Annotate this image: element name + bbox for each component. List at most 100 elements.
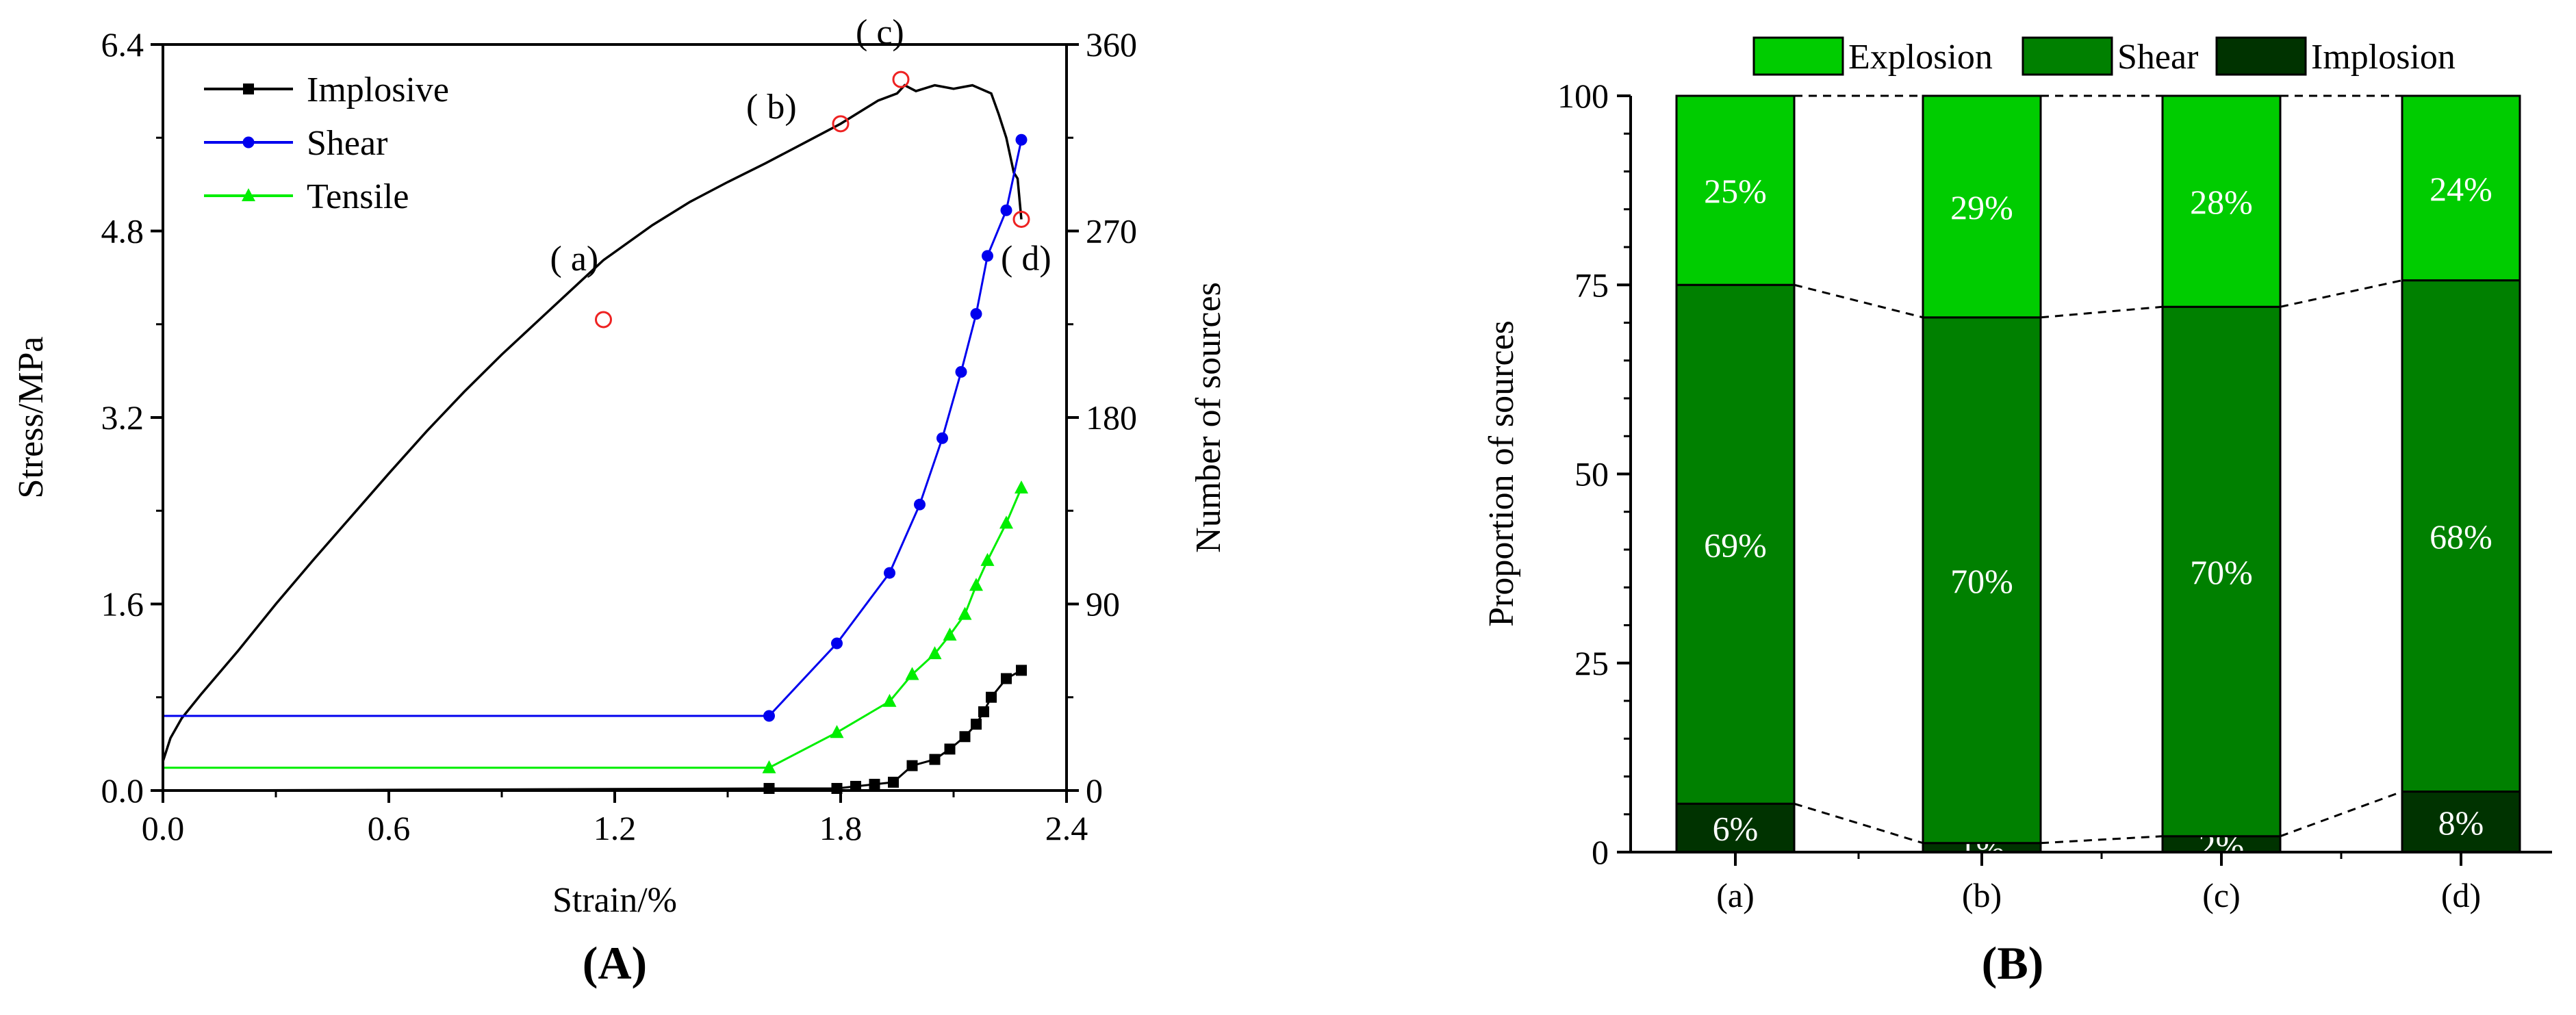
- y-axis-label-b: Proportion of sources: [1482, 320, 1521, 627]
- y-tick-label: 1.6: [101, 585, 144, 624]
- point-implosive: [1016, 665, 1027, 676]
- y-tick-label: 6.4: [101, 25, 144, 64]
- point-shear: [763, 710, 775, 722]
- legend-marker-shear: [242, 136, 255, 149]
- legend-b: Explosion Shear Implosion: [1752, 36, 2456, 77]
- bar-label-explosion: 24%: [2430, 170, 2492, 208]
- annotation-marker: [832, 115, 850, 133]
- x-tick-label-b: (d): [2441, 876, 2481, 914]
- point-shear: [982, 250, 993, 262]
- legend-marker-implosive: [243, 83, 254, 94]
- annotation-label: ( c): [856, 13, 904, 52]
- bar-segment-explosion: [1675, 94, 1796, 286]
- point-implosive: [763, 782, 775, 794]
- point-shear: [884, 567, 895, 579]
- series-line-shear: [163, 139, 1023, 717]
- y-tick-label: 0.0: [101, 771, 144, 810]
- y-tick-label: 3.2: [101, 398, 144, 437]
- x-tick-label: 0.0: [142, 809, 185, 847]
- bar-label-shear: 69%: [1704, 526, 1767, 564]
- legend-swatch-shear: [2022, 36, 2113, 76]
- legend-label-implosive: Implosive: [307, 70, 449, 110]
- point-implosive: [944, 743, 956, 755]
- x-tick-label: 1.8: [819, 809, 863, 847]
- y-tick-label-b: 0: [1592, 833, 1609, 871]
- point-implosive: [906, 760, 918, 771]
- y2-tick-label: 180: [1086, 398, 1137, 437]
- series-group: [162, 133, 1028, 794]
- point-implosive: [959, 731, 971, 743]
- point-implosive: [978, 706, 989, 717]
- tick-group: 0.0 0.6 1.2 1.8 2.4 0.0 1.6 3.2 4.8 6.4 0 90 180 270 3…: [101, 25, 1138, 847]
- panel-label-a-letter: A: [598, 937, 631, 989]
- y2-tick-label: 360: [1086, 25, 1137, 64]
- bar-label-implosion: 8%: [2438, 804, 2484, 842]
- point-tensile: [762, 760, 776, 773]
- legend-label-explosion: Explosion: [1848, 38, 1993, 77]
- connector-line: [2040, 835, 2163, 845]
- annotation-marker: [1012, 210, 1030, 228]
- series-line-tensile: [163, 487, 1023, 769]
- annotation-label: ( d): [1001, 239, 1051, 278]
- bar-segment-explosion: [2401, 94, 2521, 282]
- annotation-group: ( a) ( b) ( c) ( d): [550, 13, 1051, 329]
- point-implosive: [1001, 673, 1012, 684]
- bar-label-explosion: 28%: [2190, 183, 2253, 221]
- panel-a-line-chart: ( a) ( b) ( c) ( d) 0.0 0.6 1.2 1.8 2.4 0.0 1.6 3.…: [12, 13, 1228, 989]
- x-tick-label: 0.6: [368, 809, 411, 847]
- bar-segment-explosion: [2161, 94, 2282, 308]
- axes-group: [162, 43, 1068, 792]
- legend-label-shear: Shear: [2117, 38, 2198, 77]
- point-tensile: [943, 627, 957, 641]
- bar-label-explosion: 29%: [1950, 188, 2013, 227]
- point-shear: [970, 308, 982, 320]
- connector-line: [1794, 802, 1924, 845]
- x-tick-label: 1.2: [594, 809, 637, 847]
- point-tensile: [980, 552, 995, 566]
- point-implosive: [869, 778, 880, 790]
- y-axis-label: Stress/MPa: [12, 337, 51, 499]
- point-implosive: [850, 780, 861, 792]
- connector-line: [2280, 279, 2403, 308]
- y2-tick-label: 90: [1086, 585, 1120, 624]
- y-tick-label: 4.8: [101, 212, 144, 250]
- bar-segment-explosion: [1922, 94, 2042, 319]
- x-tick-label-b: (b): [1962, 876, 2002, 914]
- y-tick-label-b: 75: [1574, 266, 1609, 304]
- annotation-marker: [595, 311, 612, 329]
- point-implosive: [888, 776, 899, 788]
- series-line-implosive: [162, 669, 1022, 792]
- point-tensile: [905, 667, 919, 680]
- connector-line: [1794, 283, 1924, 319]
- tick-group-b: 0 25 50 75 100 (a) (b) (c) (d): [1557, 77, 2481, 914]
- annotation-label: ( b): [746, 88, 797, 127]
- bars-group: 6%69%25%1%70%29%2%70%28%8%68%24%: [1675, 94, 2521, 867]
- point-tensile: [969, 578, 983, 591]
- connector-line: [2280, 791, 2403, 838]
- legend-swatch-explosion: [1752, 36, 1844, 76]
- point-tensile: [882, 693, 897, 707]
- point-shear: [1000, 204, 1012, 216]
- y-tick-label-b: 50: [1574, 455, 1609, 493]
- connector-line: [2040, 305, 2163, 319]
- bar-segment-shear: [1922, 316, 2042, 845]
- point-implosive: [929, 754, 941, 765]
- stress-curve-group: [162, 83, 1023, 762]
- point-shear: [955, 365, 967, 378]
- bar-label-shear: 68%: [2430, 517, 2492, 556]
- point-shear: [936, 432, 948, 444]
- point-implosive: [986, 691, 997, 703]
- point-shear: [1015, 133, 1028, 146]
- x-axis-label: Strain/%: [552, 881, 677, 920]
- panel-b-stacked-bar-chart: 6%69%25%1%70%29%2%70%28%8%68%24% 0255075…: [1482, 36, 2552, 989]
- point-tensile: [1015, 480, 1028, 493]
- legend-swatch-implosion: [2215, 36, 2307, 76]
- y-tick-label-b: 25: [1574, 644, 1609, 682]
- y-tick-label-b: 100: [1557, 77, 1609, 115]
- point-tensile: [958, 606, 972, 620]
- x-tick-label: 2.4: [1045, 809, 1088, 847]
- point-tensile: [830, 725, 844, 738]
- plot-frame: [162, 43, 1068, 792]
- y2-tick-label: 270: [1086, 212, 1137, 250]
